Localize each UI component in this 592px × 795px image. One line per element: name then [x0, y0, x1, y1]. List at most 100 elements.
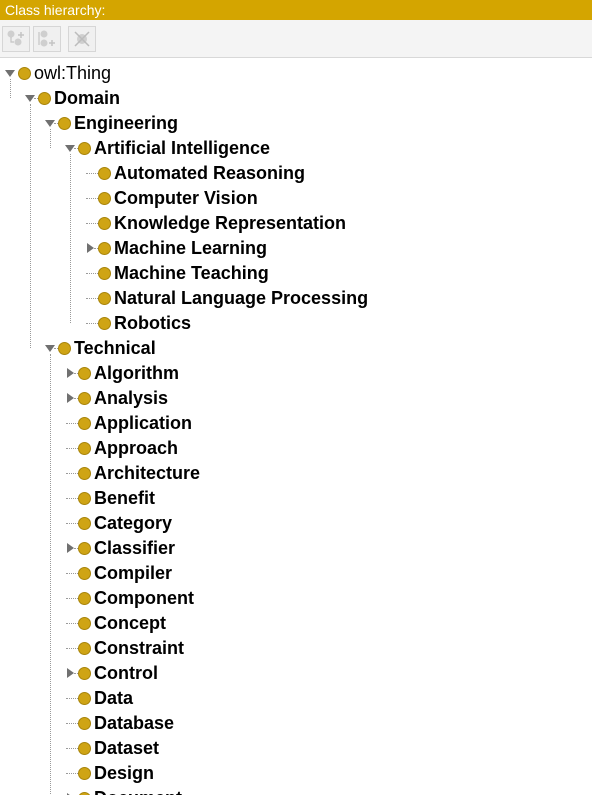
class-bullet-icon — [38, 92, 51, 105]
tree-connector — [86, 298, 98, 299]
tree-node-label: Machine Learning — [114, 238, 268, 258]
tree-connector — [66, 698, 78, 699]
tree-node-label: Data — [94, 688, 134, 708]
collapse-toggle-icon[interactable] — [25, 95, 35, 102]
expand-toggle-icon[interactable] — [67, 668, 74, 678]
tree-guide-line — [50, 354, 51, 795]
expand-toggle-icon[interactable] — [67, 793, 74, 795]
class-bullet-icon — [78, 717, 91, 730]
add-subclass-icon — [7, 30, 24, 46]
tree-node-label: Document — [94, 786, 182, 795]
class-bullet-icon — [78, 367, 91, 380]
tree-connector — [66, 723, 78, 724]
class-bullet-icon — [78, 592, 91, 605]
class-bullet-icon — [78, 667, 91, 680]
tree-connector — [66, 523, 78, 524]
tree-connector — [74, 548, 78, 549]
tree-connector — [86, 173, 98, 174]
class-bullet-icon — [78, 742, 91, 755]
tree-connector — [34, 98, 38, 99]
collapse-toggle-icon[interactable] — [5, 70, 15, 77]
expand-toggle-icon[interactable] — [87, 243, 94, 253]
tree-node-label: Classifier — [94, 538, 176, 558]
class-bullet-icon — [78, 417, 91, 430]
class-bullet-icon — [78, 617, 91, 630]
tree-node-label: Design — [94, 763, 155, 783]
tree-node-label: Analysis — [94, 388, 169, 408]
class-bullet-icon — [98, 267, 111, 280]
class-bullet-icon — [98, 317, 111, 330]
tree-node-label: Concept — [94, 613, 166, 633]
class-bullet-icon — [58, 342, 71, 355]
tree-guide-line — [10, 79, 11, 98]
class-bullet-icon — [78, 517, 91, 530]
tree-node-label: Artificial Intelligence — [94, 138, 271, 158]
tree-connector — [74, 398, 78, 399]
tree-node-label: Category — [94, 513, 173, 533]
tree-connector — [66, 448, 78, 449]
tree-node-label: Engineering — [74, 113, 179, 133]
tree-node-label: Automated Reasoning — [114, 163, 306, 183]
class-bullet-icon — [98, 242, 111, 255]
tree-node-label: Approach — [94, 438, 179, 458]
tree-node-label: Database — [94, 713, 175, 733]
add-sibling-icon — [38, 30, 55, 47]
class-bullet-icon — [78, 567, 91, 580]
delete-class-icon — [74, 31, 90, 47]
tree-node-label: Benefit — [94, 488, 156, 508]
class-bullet-icon — [98, 292, 111, 305]
class-bullet-icon — [18, 67, 31, 80]
tree-node-label: Technical — [74, 338, 156, 358]
tree-connector — [66, 473, 78, 474]
tree-node-label: Computer Vision — [114, 188, 258, 208]
tree-node-label: Control — [94, 663, 158, 683]
tree-node-label: Compiler — [94, 563, 173, 583]
class-hierarchy-title: Class hierarchy: — [0, 0, 592, 20]
tree-node-label: Machine Teaching — [114, 263, 269, 283]
tree-connector — [86, 198, 98, 199]
tree-connector — [66, 773, 78, 774]
tree-connector — [86, 223, 98, 224]
tree-connector — [74, 673, 78, 674]
tree-guide-line — [50, 129, 51, 148]
class-bullet-icon — [78, 642, 91, 655]
tree-connector — [54, 123, 58, 124]
tree-connector — [66, 648, 78, 649]
tree-connector — [66, 598, 78, 599]
tree-connector — [66, 423, 78, 424]
expand-toggle-icon[interactable] — [67, 393, 74, 403]
add-sibling-button[interactable] — [33, 26, 61, 52]
hierarchy-toolbar — [0, 20, 592, 58]
tree-connector — [54, 348, 58, 349]
tree-node-label: Dataset — [94, 738, 160, 758]
class-bullet-icon — [78, 542, 91, 555]
collapse-toggle-icon[interactable] — [45, 120, 55, 127]
tree-connector — [86, 323, 98, 324]
class-bullet-icon — [78, 767, 91, 780]
add-subclass-button[interactable] — [2, 26, 30, 52]
class-bullet-icon — [78, 442, 91, 455]
tree-connector — [94, 248, 98, 249]
expand-toggle-icon[interactable] — [67, 543, 74, 553]
tree-node-label: Knowledge Representation — [114, 213, 347, 233]
tree-connector — [66, 748, 78, 749]
class-tree[interactable]: owl:Thing Domain Engineering Artificial Int… — [0, 59, 592, 795]
expand-toggle-icon[interactable] — [67, 368, 74, 378]
tree-node-label: owl:Thing — [34, 63, 112, 83]
class-bullet-icon — [78, 392, 91, 405]
class-bullet-icon — [78, 492, 91, 505]
tree-node-label: Natural Language Processing — [114, 288, 369, 308]
tree-guide-line — [70, 154, 71, 323]
class-bullet-icon — [58, 117, 71, 130]
class-bullet-icon — [98, 167, 111, 180]
tree-node-label: Application — [94, 413, 192, 433]
tree-node-label: Architecture — [94, 463, 201, 483]
tree-connector — [66, 623, 78, 624]
collapse-toggle-icon[interactable] — [65, 145, 75, 152]
delete-class-button[interactable] — [68, 26, 96, 52]
tree-node-label: Domain — [54, 88, 121, 108]
tree-connector — [74, 148, 78, 149]
class-bullet-icon — [78, 692, 91, 705]
tree-guide-line — [30, 104, 31, 348]
collapse-toggle-icon[interactable] — [45, 345, 55, 352]
